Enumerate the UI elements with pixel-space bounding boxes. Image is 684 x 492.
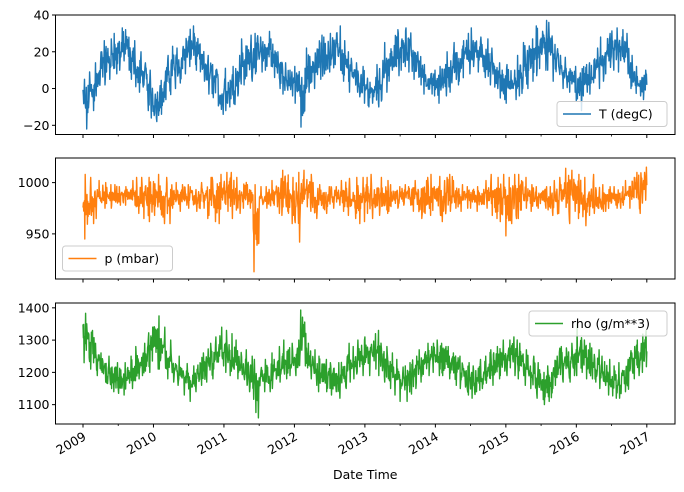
x-tick-label: 2010 (124, 429, 159, 458)
x-tick-label: 2013 (335, 429, 370, 458)
x-tick-label: 2011 (194, 429, 229, 458)
subplot-3: 1400 1300 1200 1100 2009 2010 2011 2012 2013 2014… (18, 300, 676, 458)
y-tick-label: 950 (26, 226, 50, 241)
series-line (82, 19, 648, 130)
series-line (82, 309, 648, 419)
y-tick-label: 40 (34, 8, 50, 23)
x-tick-label: 2015 (476, 429, 511, 458)
y-tick-label: 1000 (18, 175, 50, 190)
series-line (82, 166, 648, 273)
y-tick-label: 1300 (18, 333, 50, 348)
legend: T (degC) (556, 101, 668, 127)
x-tick-label: 2017 (617, 429, 652, 458)
x-tick-label: 2016 (547, 429, 582, 458)
legend-label: p (mbar) (105, 251, 160, 266)
y-tick-label: 1200 (18, 365, 50, 380)
y-tick-label: 0 (42, 81, 50, 96)
x-tick-label: 2014 (406, 429, 441, 458)
legend-label: rho (g/m**3) (571, 316, 650, 331)
legend-box (62, 245, 173, 272)
subplot-1: 40 20 0 −20 T (degC) (23, 8, 676, 138)
subplot-2: 1000 950 p (mbar) (18, 157, 676, 283)
y-tick-label: 1100 (18, 397, 50, 412)
y-tick-label: −20 (23, 118, 49, 133)
y-tick-label: 1400 (18, 300, 50, 315)
legend-box (556, 101, 668, 127)
x-axis-label: Date Time (333, 467, 398, 482)
legend: rho (g/m**3) (528, 310, 668, 337)
legend: p (mbar) (62, 245, 173, 272)
legend-label: T (degC) (598, 107, 653, 122)
y-tick-label: 20 (34, 44, 50, 59)
legend-box (528, 310, 668, 337)
x-tick-label: 2009 (53, 429, 88, 458)
x-tick-label: 2012 (265, 429, 300, 458)
